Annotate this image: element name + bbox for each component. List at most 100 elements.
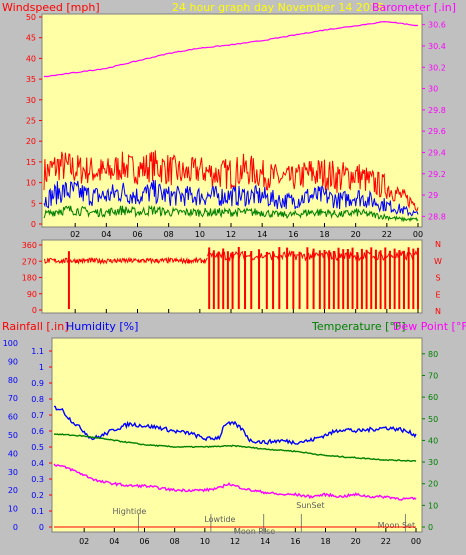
temp-tick-label: 0: [428, 523, 433, 532]
wind-y-tick-label: 35: [26, 75, 36, 84]
baro-y-tick-label: 30.2: [428, 63, 446, 72]
wind-y-tick-label: 50: [26, 13, 36, 22]
baro-y-tick-label: 29.8: [428, 106, 446, 115]
rain-tick-label: 1: [39, 363, 44, 372]
humidity-tick-label: 10: [8, 505, 18, 514]
temp-tick-label: 40: [428, 436, 438, 445]
temp-tick-label: 20: [428, 480, 438, 489]
wind-x-tick-label: 08: [164, 230, 174, 239]
temp-tick-label: 10: [428, 501, 438, 510]
temp-tick-label: 60: [428, 393, 438, 402]
compass-label: N: [435, 240, 441, 249]
humidity-tick-label: 60: [8, 413, 18, 422]
compass-label: N: [435, 307, 441, 316]
dir-y-tick-label: 360: [22, 241, 37, 250]
rainfall-label: Rainfall [.in]: [2, 320, 69, 333]
wind-y-tick-label: 30: [26, 96, 36, 105]
wind-x-tick-label: 22: [382, 230, 392, 239]
rain-tick-label: 0.7: [31, 411, 44, 420]
temp-x-tick-label: 10: [200, 537, 210, 546]
temp-series-1: [53, 433, 417, 463]
annotation-label: Hightide: [113, 507, 147, 516]
annotation-label: SunSet: [296, 501, 324, 510]
temp-tick-label: 50: [428, 415, 438, 424]
temp-x-tick-label: 12: [230, 537, 240, 546]
temp-tick-label: 70: [428, 371, 438, 380]
dir-y-tick-label: 0: [32, 306, 37, 315]
temp-x-tick-label: 14: [260, 537, 270, 546]
wind-x-tick-label: 20: [351, 230, 361, 239]
wind-x-tick-label: 04: [101, 230, 111, 239]
barometer-line: [43, 20, 419, 78]
compass-label: E: [435, 290, 440, 299]
temp-x-tick-label: 16: [290, 537, 300, 546]
wind-y-tick-label: 10: [26, 179, 36, 188]
rain-tick-label: 0.2: [31, 491, 44, 500]
baro-y-tick-label: 28.8: [428, 212, 446, 221]
rain-tick-label: 0.8: [31, 395, 44, 404]
temp-x-tick-label: 20: [351, 537, 361, 546]
humidity-tick-label: 80: [8, 376, 18, 385]
baro-y-tick-label: 29.4: [428, 148, 446, 157]
annotation-label: Moon Set: [378, 521, 415, 530]
dir-y-tick-label: 90: [27, 290, 37, 299]
humidity-tick-label: 30: [8, 468, 18, 477]
humidity-tick-label: 0: [13, 523, 18, 532]
rain-tick-label: 0.6: [31, 427, 44, 436]
wind-y-tick-label: 5: [31, 199, 36, 208]
wind-y-tick-label: 20: [26, 137, 36, 146]
direction-line-late: [207, 249, 419, 263]
temp-series-0: [53, 405, 417, 446]
baro-y-tick-label: 30: [428, 85, 438, 94]
wind-y-tick-label: 25: [26, 117, 36, 126]
humidity-tick-label: 20: [8, 486, 18, 495]
baro-y-tick-label: 29: [428, 191, 438, 200]
dir-y-tick-label: 270: [22, 257, 37, 266]
temp-x-tick-label: 18: [320, 537, 330, 546]
wind-x-tick-label: 02: [70, 230, 80, 239]
wind-series-0: [43, 150, 419, 211]
temp-x-tick-label: 08: [170, 537, 180, 546]
wind-x-tick-label: 12: [226, 230, 236, 239]
wind-y-tick-label: 45: [26, 34, 36, 43]
rain-tick-label: 0.3: [31, 475, 44, 484]
baro-y-tick-label: 29.2: [428, 170, 446, 179]
dewpoint-label: Dew Point [°F]: [393, 320, 466, 333]
barometer-label: Barometer [.in]: [372, 1, 456, 14]
wind-x-tick-label: 16: [288, 230, 298, 239]
temp-series-2: [53, 463, 417, 501]
wind-x-tick-label: 18: [319, 230, 329, 239]
wind-series-2: [43, 204, 419, 223]
humidity-label: Humidity [%]: [66, 320, 138, 333]
rain-tick-label: 0.4: [31, 459, 44, 468]
humidity-tick-label: 70: [8, 394, 18, 403]
rain-tick-label: 0.9: [31, 379, 44, 388]
baro-y-tick-label: 30.6: [428, 21, 446, 30]
annotation-label: Moon Rise: [234, 527, 275, 536]
rain-tick-label: 0: [39, 523, 44, 532]
humidity-tick-label: 50: [8, 431, 18, 440]
rain-tick-label: 1.1: [31, 347, 44, 356]
baro-y-tick-label: 30.4: [428, 42, 446, 51]
wind-series-1: [43, 180, 419, 217]
temp-x-tick-label: 04: [109, 537, 119, 546]
temp-x-tick-label: 06: [139, 537, 149, 546]
direction-line: [43, 256, 208, 266]
wind-y-tick-label: 0: [31, 220, 36, 229]
temp-tick-label: 80: [428, 350, 438, 359]
wind-y-tick-label: 40: [26, 54, 36, 63]
rain-tick-label: 0.5: [31, 443, 44, 452]
compass-label: S: [435, 274, 440, 283]
wind-y-tick-label: 15: [26, 158, 36, 167]
dir-y-tick-label: 180: [22, 274, 37, 283]
humidity-tick-label: 90: [8, 357, 18, 366]
temp-x-tick-label: 00: [411, 537, 421, 546]
wind-x-tick-label: 10: [195, 230, 205, 239]
temp-x-tick-label: 22: [381, 537, 391, 546]
chart-title: 24 hour graph day November 14 2018: [172, 1, 384, 14]
temperature-label: Temperature [°F]: [311, 320, 406, 333]
wind-x-tick-label: 00: [413, 230, 423, 239]
rain-tick-label: 0.1: [31, 507, 44, 516]
temp-x-tick-label: 02: [79, 537, 89, 546]
